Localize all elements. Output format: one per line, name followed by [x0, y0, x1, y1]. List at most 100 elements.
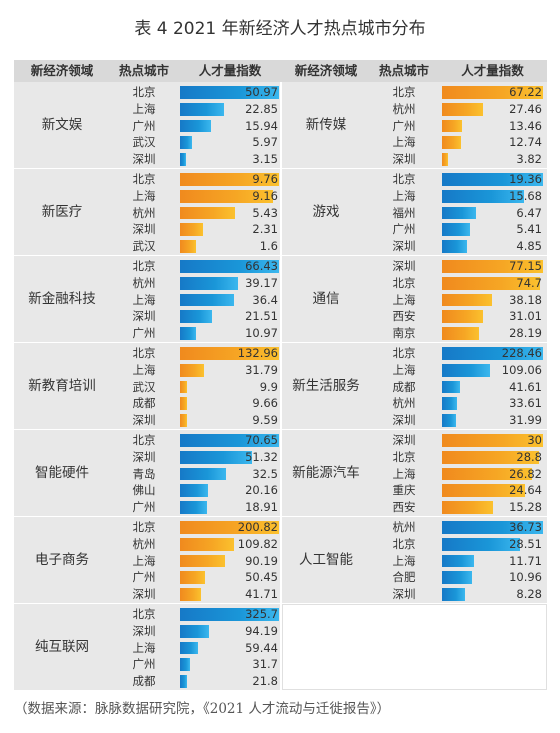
index-bar	[180, 223, 204, 237]
index-bar	[442, 588, 465, 601]
index-value: 3.15	[252, 152, 278, 167]
index-value: 50.45	[245, 570, 278, 585]
city-label: 北京	[392, 346, 416, 360]
city-label: 广州	[392, 118, 416, 133]
index-value: 9.59	[252, 413, 278, 428]
city-label: 上海	[392, 292, 416, 307]
index-value: 12.74	[509, 135, 542, 150]
index-bar	[180, 571, 205, 585]
city-label: 上海	[132, 292, 156, 307]
city-label: 武汉	[132, 379, 156, 394]
index-bar	[180, 173, 279, 186]
index-bar	[442, 240, 468, 253]
header-city-left: 热点城市	[118, 63, 169, 78]
index-value: 67.22	[509, 85, 542, 99]
index-value: 24.64	[509, 483, 542, 498]
city-label: 福州	[392, 205, 416, 220]
index-value: 15.94	[245, 118, 278, 133]
city-label: 北京	[132, 346, 156, 360]
city-label: 上海	[392, 553, 416, 568]
index-bar	[180, 434, 279, 447]
index-bar	[180, 484, 209, 498]
city-label: 上海	[132, 553, 156, 568]
index-bar	[442, 260, 543, 273]
city-label: 杭州	[392, 520, 416, 534]
index-value: 9.76	[252, 172, 278, 186]
index-bar	[180, 240, 197, 253]
city-label: 深圳	[132, 623, 156, 638]
index-value: 26.82	[509, 466, 542, 481]
index-value: 66.43	[245, 259, 278, 273]
index-value: 9.9	[259, 379, 278, 394]
index-value: 21.8	[252, 674, 278, 689]
index-value: 77.15	[509, 259, 542, 273]
field-name: 通信	[312, 291, 340, 307]
city-label: 北京	[392, 449, 416, 464]
index-bar	[442, 450, 539, 464]
field-name: 新生活服务	[292, 378, 360, 394]
city-label: 广州	[132, 570, 156, 585]
index-bar	[442, 223, 471, 237]
city-label: 广州	[392, 222, 416, 237]
city-label: 南京	[392, 326, 416, 341]
index-value: 11.71	[509, 553, 542, 568]
index-bar	[180, 347, 279, 360]
index-value: 70.65	[245, 433, 278, 447]
header-city-right: 热点城市	[378, 63, 429, 78]
field-name: 新教育培训	[28, 378, 96, 394]
city-label: 北京	[132, 172, 156, 186]
data-source-note: （数据来源：脉脉数据研究院，《2021 人才流动与迁徙报告》）	[14, 701, 391, 717]
field-name: 新传媒	[305, 117, 347, 133]
city-label: 上海	[132, 188, 156, 203]
city-label: 广州	[132, 500, 156, 515]
index-value: 59.44	[245, 640, 278, 655]
city-label: 深圳	[132, 152, 156, 167]
header-field-left: 新经济领域	[30, 63, 94, 78]
city-label: 北京	[392, 275, 416, 290]
index-value: 28.8	[516, 449, 542, 464]
index-bar	[180, 624, 209, 638]
index-value: 28.51	[509, 536, 542, 551]
index-value: 31.01	[509, 309, 542, 324]
index-value: 9.66	[252, 396, 278, 411]
field-name: 电子商务	[35, 552, 89, 568]
city-label: 北京	[132, 433, 156, 447]
index-bar	[180, 537, 235, 551]
city-label: 武汉	[132, 135, 156, 150]
index-bar	[180, 102, 225, 116]
city-label: 杭州	[132, 205, 156, 220]
index-bar	[180, 119, 211, 133]
index-bar	[180, 467, 226, 481]
city-label: 北京	[132, 520, 156, 534]
city-label: 武汉	[132, 239, 156, 254]
index-bar	[442, 173, 543, 186]
index-bar	[442, 86, 543, 99]
city-label: 上海	[132, 362, 156, 377]
index-bar	[180, 501, 207, 514]
index-value: 50.97	[245, 85, 278, 99]
index-bar	[180, 658, 190, 672]
index-value: 8.28	[516, 587, 542, 602]
city-label: 深圳	[392, 239, 416, 254]
city-label: 深圳	[392, 433, 416, 447]
index-bar	[180, 206, 236, 220]
field-name: 纯互联网	[35, 639, 89, 655]
field-name: 新文娱	[41, 117, 83, 133]
header-field-right: 新经济领域	[294, 63, 358, 78]
index-bar	[180, 189, 273, 203]
index-value: 3.82	[516, 152, 542, 167]
index-value: 228.46	[501, 346, 542, 360]
city-label: 北京	[392, 536, 416, 551]
city-label: 西安	[392, 309, 416, 324]
index-bar	[180, 136, 192, 150]
index-bar	[442, 571, 473, 585]
index-value: 15.28	[509, 500, 542, 515]
city-label: 合肥	[392, 570, 416, 585]
index-value: 31.7	[252, 657, 278, 672]
index-bar	[442, 414, 457, 427]
city-label: 广州	[132, 326, 156, 341]
index-value: 19.36	[509, 172, 542, 186]
city-label: 杭州	[132, 275, 156, 290]
index-bar	[442, 554, 475, 568]
field-name: 人工智能	[299, 552, 353, 568]
